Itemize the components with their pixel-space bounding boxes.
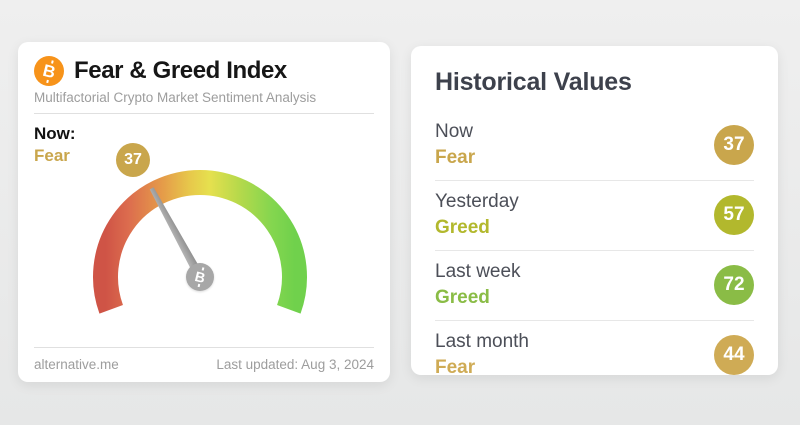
classification-label: Greed (435, 217, 490, 238)
period-label: Yesterday (435, 191, 519, 212)
value-badge: 57 (714, 195, 754, 235)
now-classification: Fear (34, 146, 70, 165)
gauge-arc-svg (93, 170, 307, 314)
gauge-needle (149, 187, 204, 280)
bitcoin-icon: B (34, 56, 64, 86)
historical-values-card: Historical Values Now Fear 37 Yesterday … (411, 46, 778, 378)
row-labels: Now Fear (435, 121, 475, 169)
card-header: B Fear & Greed Index (18, 42, 390, 86)
header-divider (34, 113, 374, 114)
classification-label: Fear (435, 357, 476, 378)
card-footer: alternative.me Last updated: Aug 3, 2024 (34, 347, 374, 372)
classification-label: Greed (435, 287, 490, 308)
period-label: Last week (435, 261, 521, 282)
history-row-last-week: Last week Greed 72 (435, 250, 754, 320)
fear-greed-card: B Fear & Greed Index Multifactorial Cryp… (18, 42, 390, 382)
classification-label: Fear (435, 147, 476, 168)
current-status: Now: Fear (34, 124, 76, 166)
history-row-now: Now Fear 37 (435, 111, 754, 180)
history-title: Historical Values (435, 68, 632, 96)
card-subtitle: Multifactorial Crypto Market Sentiment A… (34, 90, 317, 105)
period-label: Now (435, 121, 474, 142)
sentiment-gauge: B 37 (18, 42, 390, 382)
source-link[interactable]: alternative.me (34, 357, 119, 372)
gauge-arc (93, 170, 307, 314)
value-badge: 72 (714, 265, 754, 305)
last-updated-label: Last updated: Aug 3, 2024 (216, 357, 374, 372)
now-label: Now: (34, 124, 76, 143)
history-row-last-month: Last month Fear 44 (435, 320, 754, 390)
value-badge: 44 (714, 335, 754, 375)
row-labels: Last month Fear (435, 331, 529, 379)
gauge-value-badge: 37 (116, 143, 150, 177)
period-label: Last month (435, 331, 529, 352)
row-labels: Yesterday Greed (435, 191, 519, 239)
footer-divider (34, 347, 374, 348)
bitcoin-b-glyph: B (193, 268, 207, 286)
row-labels: Last week Greed (435, 261, 521, 309)
value-badge: 37 (714, 125, 754, 165)
gauge-pivot-bitcoin-icon: B (186, 263, 214, 291)
history-row-yesterday: Yesterday Greed 57 (435, 180, 754, 250)
page-title: Fear & Greed Index (74, 57, 287, 84)
